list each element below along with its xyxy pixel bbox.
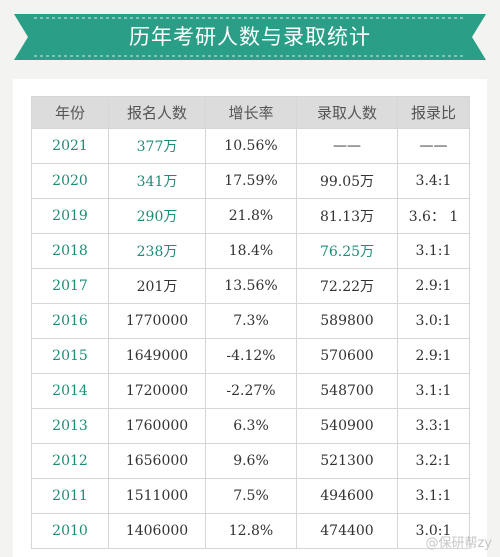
applicants-cell: 341万 [108,163,206,199]
applicants-cell: 290万 [108,198,206,234]
applicants-cell: 1649000 [108,338,206,374]
applicants-cell: 1770000 [108,303,206,339]
admitted-cell: 521300 [296,443,398,479]
admitted-cell: 548700 [296,373,398,409]
applicants-cell: 1720000 [108,373,206,409]
growth-rate-cell: 10.56% [205,128,297,164]
admitted-cell: 81.13万 [296,198,398,234]
applicants-cell: 201万 [108,268,206,304]
table-body: 2021 377万 10.56% —— —— 2020 341万 17.59% 99.05万 3.… [31,128,470,549]
ratio-cell: —— [397,128,470,164]
table-row: 2013 1760000 6.3% 540900 3.3:1 [31,408,470,444]
ratio-cell: 3.1:1 [397,478,470,514]
table-row: 2014 1720000 -2.27% 548700 3.1:1 [31,373,470,409]
applicants-cell: 377万 [108,128,206,164]
applicants-cell: 1511000 [108,478,206,514]
year-cell: 2010 [31,513,109,549]
growth-rate-cell: 9.6% [205,443,297,479]
year-cell: 2019 [31,198,109,234]
table-row: 2021 377万 10.56% —— —— [31,128,470,164]
year-cell: 2012 [31,443,109,479]
year-cell: 2021 [31,128,109,164]
ratio-cell: 3.2:1 [397,443,470,479]
ratio-cell: 3.6： 1 [397,198,470,234]
admitted-cell: 540900 [296,408,398,444]
table-row: 2011 1511000 7.5% 494600 3.1:1 [31,478,470,514]
ratio-cell: 3.1:1 [397,373,470,409]
ratio-cell: 3.4:1 [397,163,470,199]
admitted-cell: 570600 [296,338,398,374]
admitted-cell: 76.25万 [296,233,398,269]
table-row: 2017 201万 13.56% 72.22万 2.9:1 [31,268,470,304]
year-cell: 2013 [31,408,109,444]
table-row: 2018 238万 18.4% 76.25万 3.1:1 [31,233,470,269]
admitted-cell: —— [296,128,398,164]
table-header-row: 年份 报名人数 增长率 录取人数 报录比 [31,96,470,129]
growth-rate-cell: -4.12% [205,338,297,374]
table-row: 2015 1649000 -4.12% 570600 2.9:1 [31,338,470,374]
header-applicants: 报名人数 [108,96,206,129]
applicants-cell: 1760000 [108,408,206,444]
page-title: 历年考研人数与录取统计 [129,25,371,49]
stats-table: 年份 报名人数 增长率 录取人数 报录比 2021 377万 10.56% —— —— 2… [31,96,470,549]
admitted-cell: 494600 [296,478,398,514]
year-cell: 2015 [31,338,109,374]
header-admitted: 录取人数 [296,96,398,129]
growth-rate-cell: 13.56% [205,268,297,304]
growth-rate-cell: 6.3% [205,408,297,444]
table-row: 2016 1770000 7.3% 589800 3.0:1 [31,303,470,339]
growth-rate-cell: 18.4% [205,233,297,269]
growth-rate-cell: -2.27% [205,373,297,409]
growth-rate-cell: 7.3% [205,303,297,339]
ratio-cell: 3.0:1 [397,513,470,549]
growth-rate-cell: 12.8% [205,513,297,549]
header-year: 年份 [31,96,109,129]
table-row: 2020 341万 17.59% 99.05万 3.4:1 [31,163,470,199]
admitted-cell: 474400 [296,513,398,549]
table-row: 2012 1656000 9.6% 521300 3.2:1 [31,443,470,479]
ratio-cell: 3.3:1 [397,408,470,444]
table-row: 2019 290万 21.8% 81.13万 3.6： 1 [31,198,470,234]
header-growth-rate: 增长率 [205,96,297,129]
watermark: @保研帮zy [425,536,492,551]
year-cell: 2018 [31,233,109,269]
growth-rate-cell: 17.59% [205,163,297,199]
header-ratio: 报录比 [397,96,470,129]
year-cell: 2011 [31,478,109,514]
applicants-cell: 238万 [108,233,206,269]
admitted-cell: 72.22万 [296,268,398,304]
year-cell: 2016 [31,303,109,339]
ratio-cell: 3.1:1 [397,233,470,269]
growth-rate-cell: 21.8% [205,198,297,234]
table-row: 2010 1406000 12.8% 474400 3.0:1 [31,513,470,549]
growth-rate-cell: 7.5% [205,478,297,514]
year-cell: 2017 [31,268,109,304]
title-banner: 历年考研人数与录取统计 [14,14,486,60]
year-cell: 2014 [31,373,109,409]
applicants-cell: 1656000 [108,443,206,479]
ratio-cell: 2.9:1 [397,268,470,304]
ratio-cell: 2.9:1 [397,338,470,374]
applicants-cell: 1406000 [108,513,206,549]
stats-card: 年份 报名人数 增长率 录取人数 报录比 2021 377万 10.56% —— —— 2… [13,79,487,557]
year-cell: 2020 [31,163,109,199]
admitted-cell: 99.05万 [296,163,398,199]
admitted-cell: 589800 [296,303,398,339]
banner-ribbon-shape [14,14,486,60]
ratio-cell: 3.0:1 [397,303,470,339]
